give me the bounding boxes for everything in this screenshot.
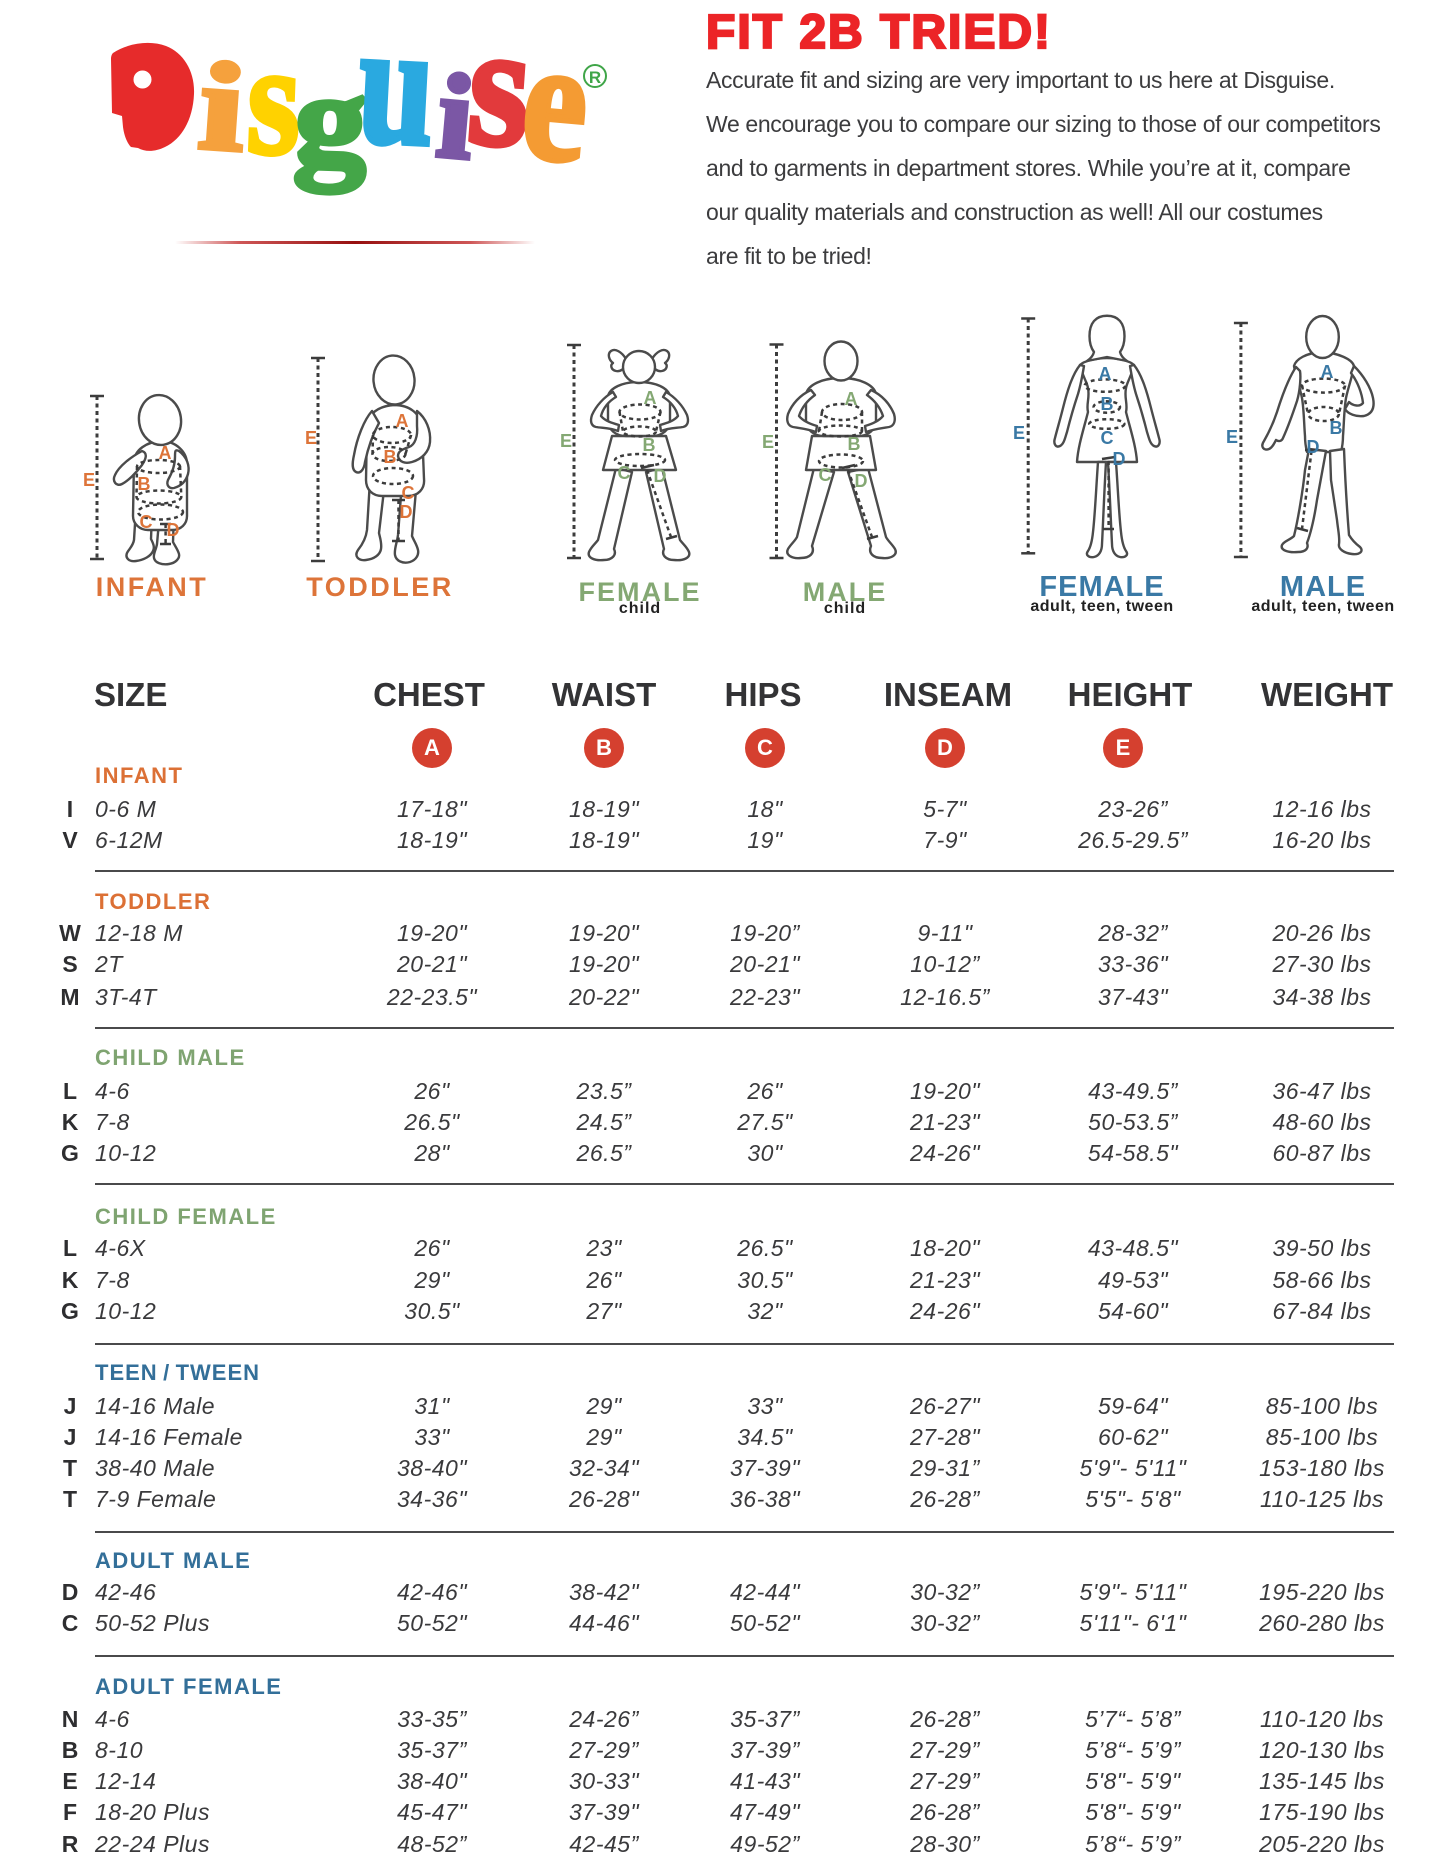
- svg-text:A: A: [644, 388, 657, 408]
- svg-text:E: E: [560, 431, 572, 451]
- svg-text:C: C: [618, 463, 631, 483]
- svg-text:D: D: [1307, 437, 1320, 457]
- svg-text:E: E: [1226, 427, 1238, 447]
- svg-text:D: D: [855, 471, 868, 491]
- svg-text:B: B: [848, 434, 861, 454]
- svg-text:A: A: [1321, 362, 1334, 382]
- svg-text:D: D: [167, 520, 180, 540]
- svg-text:B: B: [1101, 394, 1114, 414]
- svg-text:E: E: [83, 470, 95, 490]
- svg-text:E: E: [762, 432, 774, 452]
- svg-text:A: A: [396, 411, 409, 431]
- svg-text:D: D: [400, 502, 413, 522]
- svg-text:B: B: [138, 474, 151, 494]
- svg-text:D: D: [654, 466, 667, 486]
- svg-text:A: A: [1099, 364, 1112, 384]
- svg-text:D: D: [1113, 449, 1126, 469]
- svg-text:B: B: [1330, 418, 1343, 438]
- svg-text:C: C: [819, 465, 832, 485]
- svg-text:E: E: [1013, 423, 1025, 443]
- svg-text:A: A: [845, 389, 858, 409]
- svg-text:B: B: [643, 435, 656, 455]
- svg-text:C: C: [402, 483, 415, 503]
- svg-text:C: C: [140, 512, 153, 532]
- svg-text:E: E: [305, 428, 317, 448]
- svg-text:A: A: [159, 443, 172, 463]
- svg-text:B: B: [384, 447, 397, 467]
- svg-text:C: C: [1101, 428, 1114, 448]
